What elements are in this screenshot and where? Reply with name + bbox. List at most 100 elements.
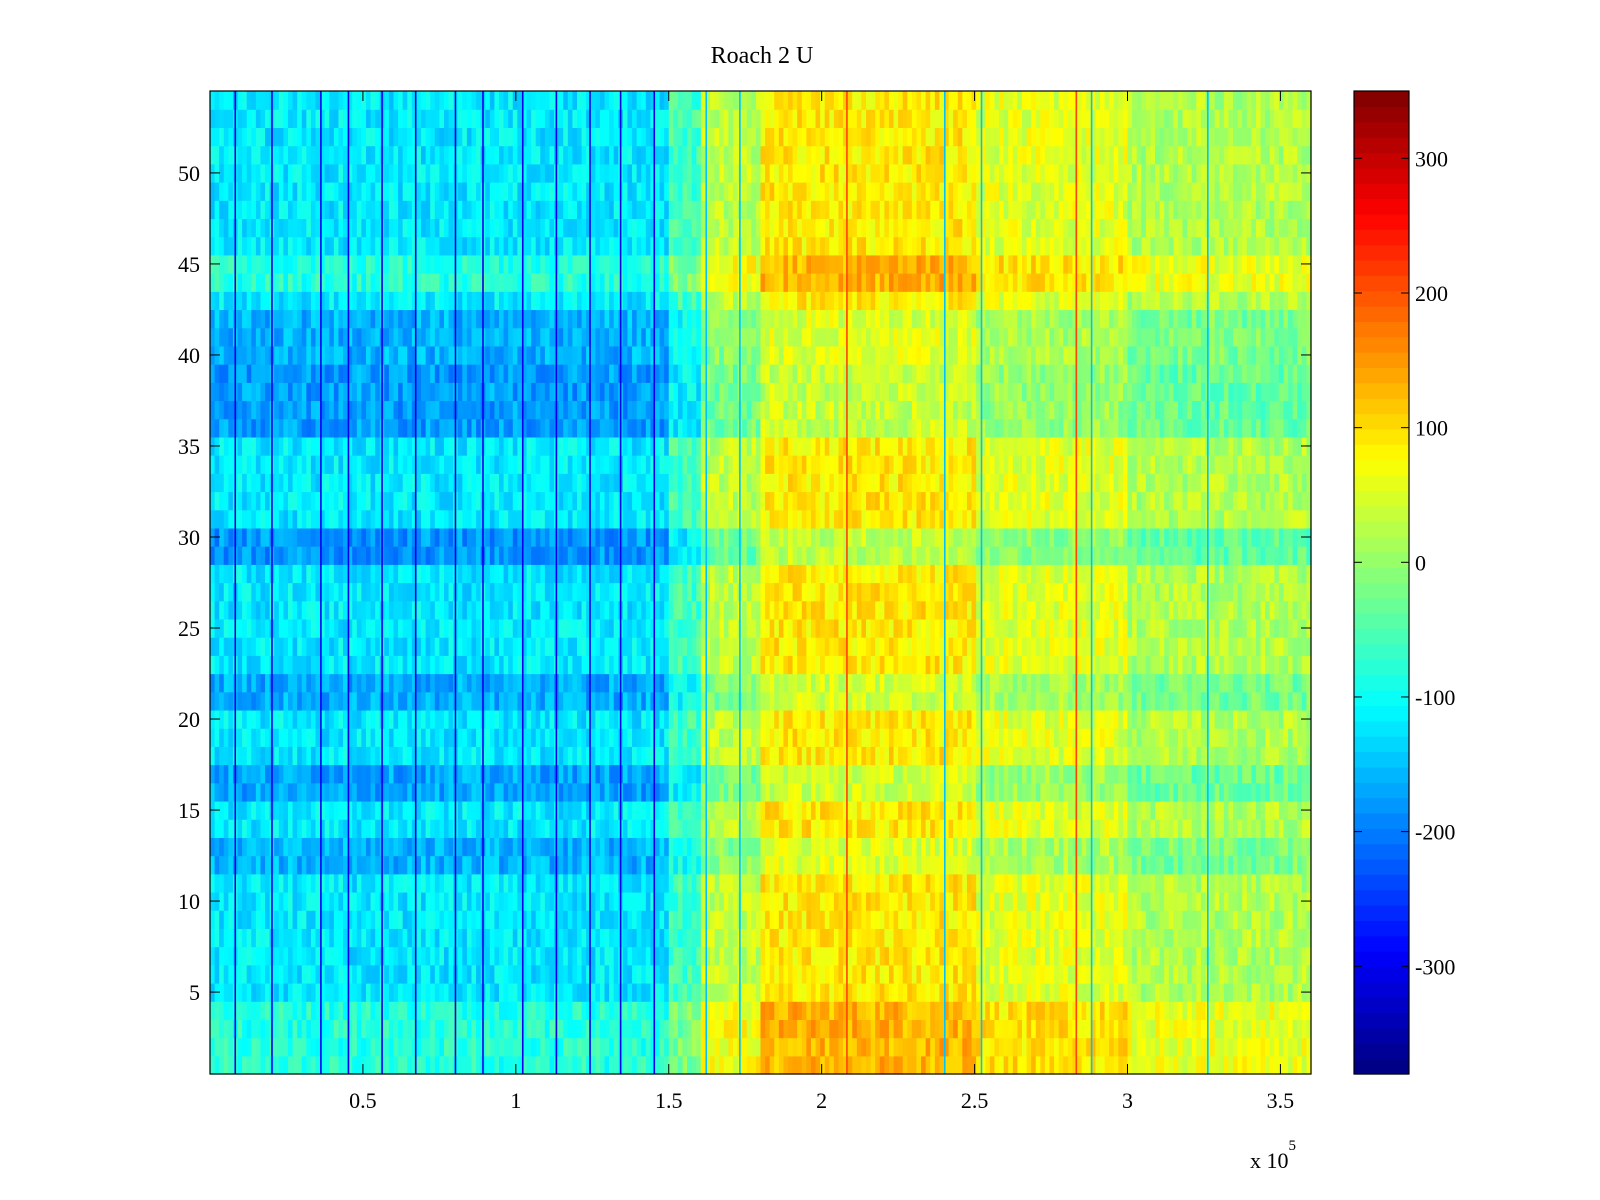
- heatmap-cell: [1150, 1001, 1156, 1020]
- heatmap-cell: [930, 746, 936, 766]
- heatmap-cell: [283, 910, 289, 929]
- heatmap-cell: [517, 855, 523, 875]
- heatmap-cell: [788, 728, 794, 747]
- heatmap-cell: [962, 1019, 968, 1039]
- heatmap-cell: [1233, 982, 1239, 1002]
- heatmap-cell: [1122, 1055, 1129, 1075]
- heatmap-cell: [301, 1037, 307, 1057]
- heatmap-cell: [352, 764, 358, 784]
- heatmap-cell: [567, 946, 574, 966]
- heatmap-cell: [797, 1037, 803, 1057]
- heatmap-cell: [824, 709, 830, 729]
- heatmap-cell: [439, 928, 445, 948]
- heatmap-cell: [797, 764, 803, 784]
- heatmap-cell: [755, 746, 762, 766]
- heatmap-cell: [471, 982, 477, 1002]
- heatmap-cell: [989, 1037, 996, 1057]
- heatmap-cell: [292, 800, 298, 820]
- heatmap-cell: [934, 837, 941, 857]
- heatmap-cell: [260, 910, 266, 929]
- heatmap-cell: [843, 1037, 849, 1057]
- heatmap-cell: [577, 946, 583, 966]
- heatmap-cell: [1219, 1001, 1225, 1020]
- heatmap-cell: [1063, 800, 1069, 820]
- heatmap-cell: [728, 728, 734, 747]
- heatmap-cell: [934, 855, 941, 875]
- heatmap-cell: [824, 1001, 830, 1020]
- heatmap-cell: [365, 1037, 372, 1057]
- heatmap-cell: [856, 982, 863, 1002]
- heatmap-cell: [581, 709, 587, 729]
- heatmap-cell: [1164, 782, 1170, 802]
- heatmap-cell: [1040, 764, 1046, 784]
- heatmap-cell: [852, 800, 858, 820]
- heatmap-cell: [875, 982, 881, 1002]
- heatmap-cell: [966, 873, 973, 893]
- heatmap-cell: [815, 782, 821, 802]
- heatmap-cell: [875, 891, 881, 911]
- heatmap-cell: [870, 709, 876, 729]
- heatmap-cell: [306, 982, 312, 1002]
- heatmap-cell: [893, 1019, 899, 1039]
- heatmap-cell: [966, 764, 973, 784]
- heatmap-cell: [907, 873, 913, 893]
- heatmap-cell: [888, 1055, 895, 1075]
- heatmap-cell: [563, 910, 569, 929]
- heatmap-cell: [760, 964, 766, 984]
- heatmap-cell: [375, 800, 381, 820]
- heatmap-cell: [788, 746, 794, 766]
- heatmap-cell: [1044, 873, 1051, 893]
- heatmap-cell: [1081, 873, 1087, 893]
- heatmap-cell: [948, 728, 954, 747]
- heatmap-cell: [934, 728, 941, 747]
- heatmap-cell: [719, 819, 725, 838]
- heatmap-cell: [361, 764, 367, 784]
- heatmap-cell: [210, 746, 216, 766]
- heatmap-cell: [1219, 782, 1225, 802]
- heatmap-cell: [476, 782, 482, 802]
- heatmap-cell: [489, 709, 496, 729]
- heatmap-cell: [710, 709, 716, 729]
- heatmap-cell: [228, 691, 234, 711]
- heatmap-cell: [994, 746, 1000, 766]
- heatmap-cell: [971, 764, 977, 784]
- heatmap-cell: [333, 728, 340, 747]
- heatmap-cell: [352, 1055, 358, 1075]
- heatmap-cell: [499, 982, 505, 1002]
- heatmap-cell: [1246, 782, 1252, 802]
- heatmap-cell: [1095, 1019, 1101, 1039]
- heatmap-cell: [1113, 855, 1119, 875]
- heatmap-cell: [526, 928, 532, 948]
- heatmap-cell: [1260, 728, 1266, 747]
- heatmap-cell: [820, 891, 826, 911]
- heatmap-cell: [255, 855, 262, 875]
- heatmap-cell: [622, 764, 629, 784]
- heatmap-cell: [613, 873, 619, 893]
- heatmap-cell: [1127, 819, 1133, 838]
- heatmap-cell: [572, 855, 578, 875]
- heatmap-cell: [1049, 819, 1055, 838]
- heatmap-cell: [728, 800, 734, 820]
- heatmap-cell: [769, 946, 775, 966]
- heatmap-cell: [531, 764, 537, 784]
- heatmap-cell: [948, 873, 954, 893]
- heatmap-cell: [1077, 855, 1083, 875]
- heatmap-cell: [324, 1055, 330, 1075]
- heatmap-cell: [1035, 837, 1041, 857]
- heatmap-cell: [503, 819, 509, 838]
- heatmap-cell: [1136, 1019, 1142, 1039]
- heatmap-cell: [425, 1055, 431, 1075]
- heatmap-cell: [361, 928, 367, 948]
- heatmap-cell: [1265, 946, 1271, 966]
- heatmap-cell: [1228, 709, 1234, 729]
- heatmap-cell: [847, 964, 853, 984]
- heatmap-cell: [866, 709, 872, 729]
- heatmap-cell: [861, 873, 867, 893]
- heatmap-cell: [1292, 782, 1298, 802]
- heatmap-cell: [1159, 910, 1165, 929]
- heatmap-cell: [613, 891, 619, 911]
- heatmap-cell: [1031, 800, 1037, 820]
- heatmap-cell: [558, 800, 564, 820]
- heatmap-cell: [521, 691, 528, 711]
- heatmap-cell: [1155, 709, 1161, 729]
